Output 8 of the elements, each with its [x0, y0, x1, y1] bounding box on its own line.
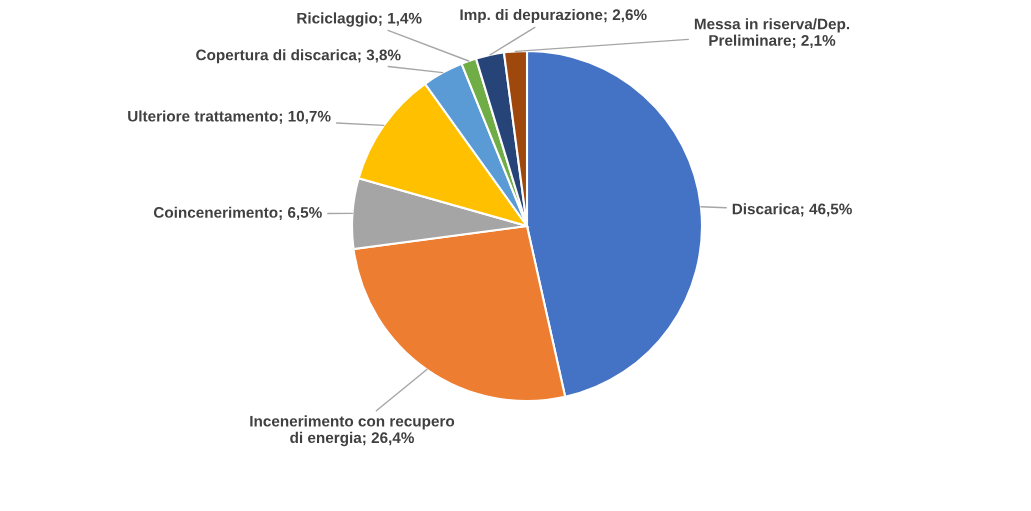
- slice-label: Riciclaggio; 1,4%: [297, 12, 422, 27]
- slice-label: Discarica; 46,5%: [732, 203, 852, 217]
- slice-label: Incenerimento con recupero di energia; 26,4%: [250, 415, 455, 447]
- slice-label: Ulteriore trattamento; 10,7%: [128, 110, 331, 124]
- slice-label: Messa in riserva/Dep. Preliminare; 2,1%: [694, 18, 850, 49]
- slice-label: Copertura di discarica; 3,8%: [196, 49, 401, 64]
- slice-label: Coincenerimento; 6,5%: [153, 206, 322, 221]
- slice-label: Imp. di depurazione; 2,6%: [460, 8, 647, 24]
